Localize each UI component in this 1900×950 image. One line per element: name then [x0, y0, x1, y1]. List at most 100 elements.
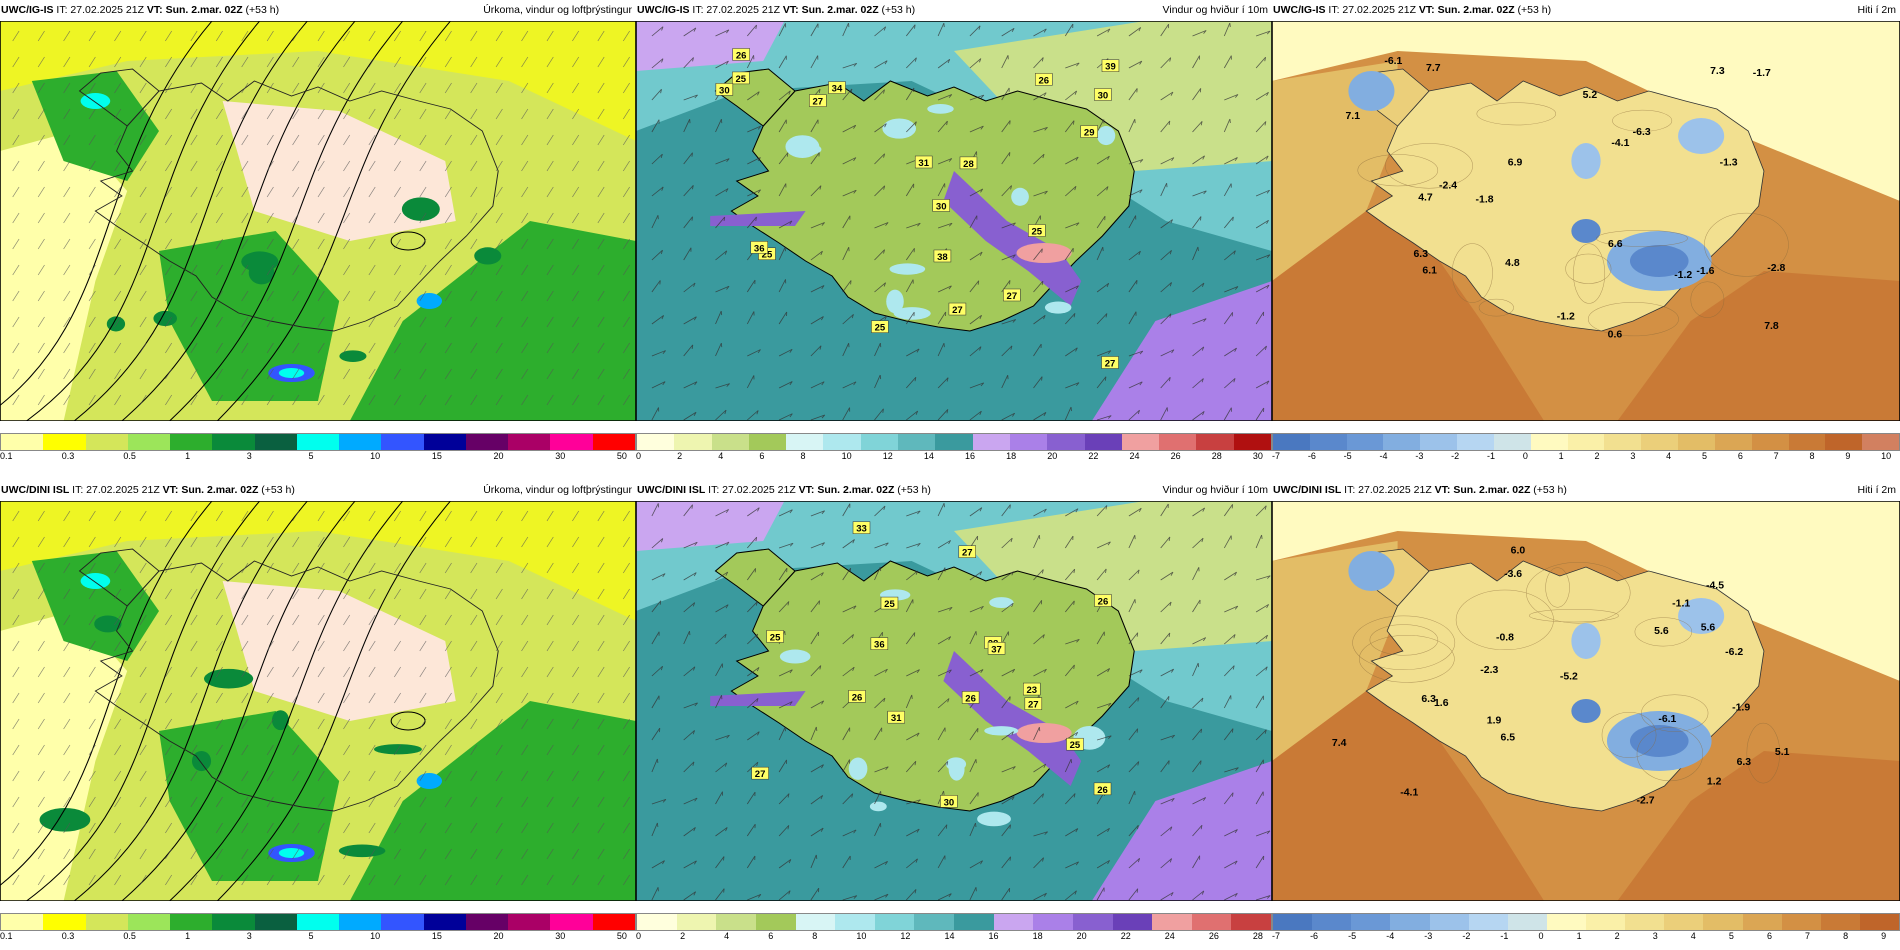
temp-region — [1272, 61, 1398, 281]
gust-label: 34 — [828, 81, 846, 94]
precip-cell — [241, 251, 279, 272]
gust-value: 25 — [735, 74, 746, 84]
precip-cell — [474, 247, 502, 265]
temp-value: -1.2 — [1557, 312, 1575, 323]
colorbar-swatch — [874, 914, 915, 930]
colorbar-swatch — [1530, 434, 1568, 450]
wind-patch — [927, 104, 954, 114]
colorbar-swatch — [592, 434, 635, 450]
colorbar-tick-label: -5 — [1343, 451, 1352, 461]
colorbar-swatch — [1820, 914, 1860, 930]
colorbar-tick-label: -2 — [1451, 451, 1460, 461]
colorbar-tick-label: 4 — [724, 931, 730, 941]
temp-value: -4.5 — [1706, 581, 1724, 592]
colorbar-swatch — [786, 434, 824, 450]
temp-value: 6.0 — [1511, 546, 1526, 557]
colorbar-swatch — [1, 914, 44, 930]
temp-value: 4.7 — [1418, 193, 1433, 204]
wind-map: 25 27 26 25 25 30 31 28 36 38 30 25 27 29 27 30 26 27 39 34 — [636, 21, 1272, 421]
cold-region — [1571, 143, 1601, 179]
colorbar-swatch — [1309, 434, 1347, 450]
precip-cell — [204, 668, 254, 689]
colorbar-swatch — [1191, 914, 1232, 930]
temp-value: -4.1 — [1400, 788, 1418, 799]
wind-patch — [869, 801, 887, 812]
colorbar-swatch — [1233, 434, 1271, 450]
temp-value: -0.8 — [1496, 633, 1514, 644]
map-area — [0, 501, 636, 901]
panel-header: UWC/IG-IS IT: 27.02.2025 21Z VT: Sun. 2.… — [636, 0, 1272, 21]
model-name: UWC/IG-IS — [1, 4, 54, 16]
precip-region — [0, 501, 636, 621]
panel-header: UWC/DINI ISL IT: 27.02.2025 21Z VT: Sun.… — [636, 480, 1272, 501]
precip-cell — [338, 844, 386, 858]
panel-run-info: UWC/DINI ISL IT: 27.02.2025 21Z VT: Sun.… — [1273, 480, 1567, 501]
temp-value: 7.3 — [1710, 66, 1725, 77]
colorbar-tick-label: 6 — [759, 451, 765, 461]
colorbar-swatch — [1825, 434, 1863, 450]
gust-value: 30 — [944, 798, 955, 808]
colorbar-swatch — [637, 434, 675, 450]
colorbar-tick-label: 10 — [1881, 451, 1892, 461]
gust-label: 25 — [732, 71, 750, 85]
temp-value: 5.1 — [1775, 747, 1790, 758]
colorbar-swatch — [85, 914, 128, 930]
colorbar-tick-label: 20 — [493, 451, 504, 461]
colorbar-tick-label: 4 — [1690, 931, 1696, 941]
panel-header: UWC/DINI ISL IT: 27.02.2025 21Z VT: Sun.… — [1272, 480, 1900, 501]
map-area — [0, 21, 636, 421]
colorbar-swatch — [1273, 914, 1313, 930]
colorbar-swatch — [1625, 914, 1665, 930]
gust-label: 36 — [870, 637, 889, 650]
gust-value: 25 — [875, 323, 886, 333]
wind-gust-band — [943, 171, 1082, 306]
colorbar-tick-label: -2 — [1462, 931, 1471, 941]
temp-value: -2.3 — [1480, 665, 1498, 676]
gust-value: 33 — [856, 524, 867, 534]
precip-region — [31, 551, 159, 661]
temp-region — [1272, 211, 1545, 421]
cold-region — [1348, 71, 1395, 111]
gust-value: 25 — [1031, 227, 1042, 237]
wind-patch — [984, 726, 1019, 736]
cold-region — [1678, 598, 1725, 634]
colorbar-tick-label: -1 — [1486, 451, 1495, 461]
temp-value: 7.8 — [1764, 321, 1779, 332]
colorbar-tick-label: 50 — [616, 451, 627, 461]
gust-value: 36 — [754, 244, 765, 254]
wind-patch — [882, 118, 917, 139]
colorbar — [1272, 433, 1900, 451]
temp-value: 5.2 — [1583, 90, 1598, 101]
wind-barbs — [12, 510, 630, 886]
panel-run-info: UWC/IG-IS IT: 27.02.2025 21Z VT: Sun. 2.… — [1, 0, 279, 21]
gust-value: 26 — [1038, 76, 1049, 86]
colorbar-swatch — [592, 914, 635, 930]
colorbar — [0, 433, 636, 451]
colorbar-tick-label: 8 — [800, 451, 806, 461]
gust-value: 38 — [937, 252, 948, 262]
colorbar-swatch — [550, 434, 593, 450]
gust-label: 36 — [750, 241, 768, 254]
colorbar-tick-label: 1 — [1576, 931, 1582, 941]
precip-cell — [401, 197, 440, 221]
colorbar-swatch — [381, 914, 424, 930]
colorbar-tick-label: 24 — [1129, 451, 1140, 461]
precip-cell — [39, 808, 91, 832]
temp-value: 6.1 — [1422, 266, 1437, 277]
gust-label: 27 — [958, 545, 977, 558]
colorbar-tick-label: 2 — [1614, 931, 1620, 941]
wind-gust-max — [1016, 723, 1072, 743]
colorbar-ticks: -7 -6 -5 -4 -3 -2 -1 0 1 2 3 4 5 6 7 8 9 10 — [1272, 451, 1900, 463]
colorbar-tick-label: 20 — [1047, 451, 1058, 461]
gust-labels: 2527262626232830253626273127372533 — [751, 521, 1112, 808]
colorbar-tick-label: 3 — [1652, 931, 1658, 941]
colorbar-swatch — [1312, 914, 1352, 930]
gust-value: 34 — [832, 84, 843, 94]
temp-value: -6.1 — [1384, 56, 1402, 67]
colorbar-swatch — [1678, 434, 1715, 450]
gust-label: 25 — [1066, 737, 1084, 751]
gust-labels: 25 27 26 25 25 30 31 28 36 38 30 25 27 29 27 30 26 27 39 34 — [715, 48, 1120, 369]
panel-header: UWC/IG-IS IT: 27.02.2025 21Z VT: Sun. 2.… — [1272, 0, 1900, 21]
colorbar-tick-label: 1 — [185, 451, 191, 461]
temp-region — [1272, 21, 1900, 201]
